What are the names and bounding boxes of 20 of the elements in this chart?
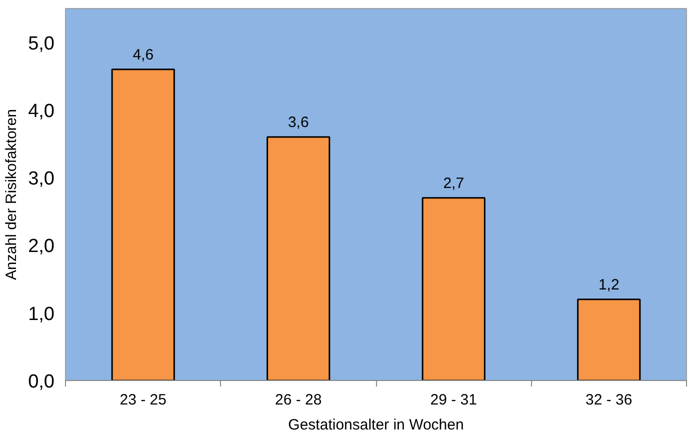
x-tick-label: 23 - 25 <box>120 392 166 408</box>
x-axis-title: Gestationsalter in Wochen <box>288 416 464 434</box>
bar <box>577 298 641 380</box>
data-label: 2,7 <box>443 174 464 192</box>
y-tick-label: 0,0 <box>28 372 55 392</box>
data-label: 3,6 <box>288 114 309 132</box>
y-tick-label: 3,0 <box>28 168 55 190</box>
y-tick-label: 2,0 <box>28 236 55 258</box>
bar <box>422 197 486 380</box>
y-tick-label: 1,0 <box>28 304 55 325</box>
x-tick-label: 26 - 28 <box>275 392 322 408</box>
data-label: 4,6 <box>132 46 154 64</box>
x-tick-label: 32 - 36 <box>586 392 632 408</box>
x-tick-label: 29 - 31 <box>430 392 477 408</box>
data-label: 1,2 <box>598 276 620 294</box>
bar <box>111 68 175 380</box>
bar <box>266 136 330 380</box>
y-axis-title: Anzahl der Risikofaktoren <box>3 109 20 280</box>
y-tick-label: 5,0 <box>28 33 55 54</box>
y-tick-label: 4,0 <box>28 100 55 122</box>
